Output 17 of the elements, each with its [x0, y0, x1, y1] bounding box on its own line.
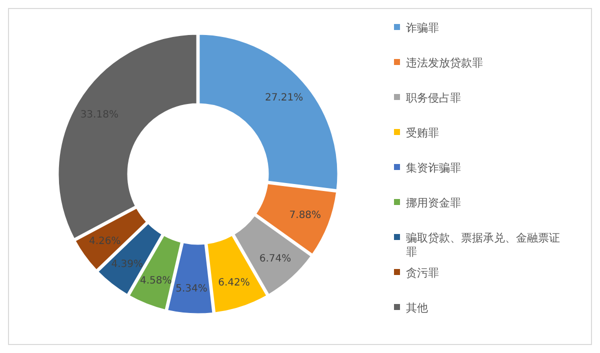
legend-label: 挪用资金罪 [406, 196, 461, 210]
legend-label: 违法发放贷款罪 [406, 56, 483, 70]
data-label: 4.26% [89, 236, 121, 248]
data-label: 4.58% [140, 276, 172, 287]
legend-label: 受贿罪 [406, 126, 439, 140]
data-label: 27.21% [265, 92, 304, 104]
legend-label: 贪污罪 [406, 266, 439, 280]
data-label: 7.88% [289, 210, 322, 222]
data-label: 4.39% [111, 259, 144, 270]
data-label: 5.34% [176, 283, 208, 294]
legend-label: 集资诈骗罪 [406, 162, 461, 174]
legend-label: 诈骗罪 [406, 22, 439, 34]
legend-label: 骗取贷款、票据承兑、金融票证罪 [406, 232, 560, 258]
data-label: 6.74% [259, 254, 292, 265]
data-label: 6.42% [218, 278, 250, 289]
legend-label: 职务侵占罪 [406, 92, 461, 104]
legend-label: 其他 [406, 302, 428, 314]
